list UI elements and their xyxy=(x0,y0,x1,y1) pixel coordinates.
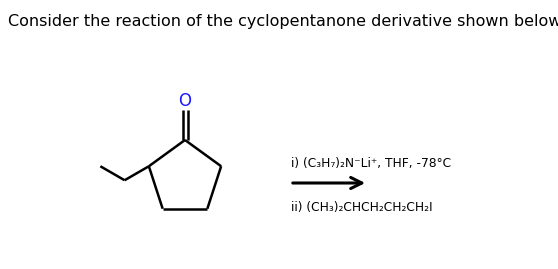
Text: ii) (CH₃)₂CHCH₂CH₂CH₂I: ii) (CH₃)₂CHCH₂CH₂CH₂I xyxy=(291,201,432,214)
Text: O: O xyxy=(179,92,191,110)
Text: i) (C₃H₇)₂N⁻Li⁺, THF, -78°C: i) (C₃H₇)₂N⁻Li⁺, THF, -78°C xyxy=(291,157,451,169)
Text: Consider the reaction of the cyclopentanone derivative shown below.: Consider the reaction of the cyclopentan… xyxy=(8,14,558,29)
